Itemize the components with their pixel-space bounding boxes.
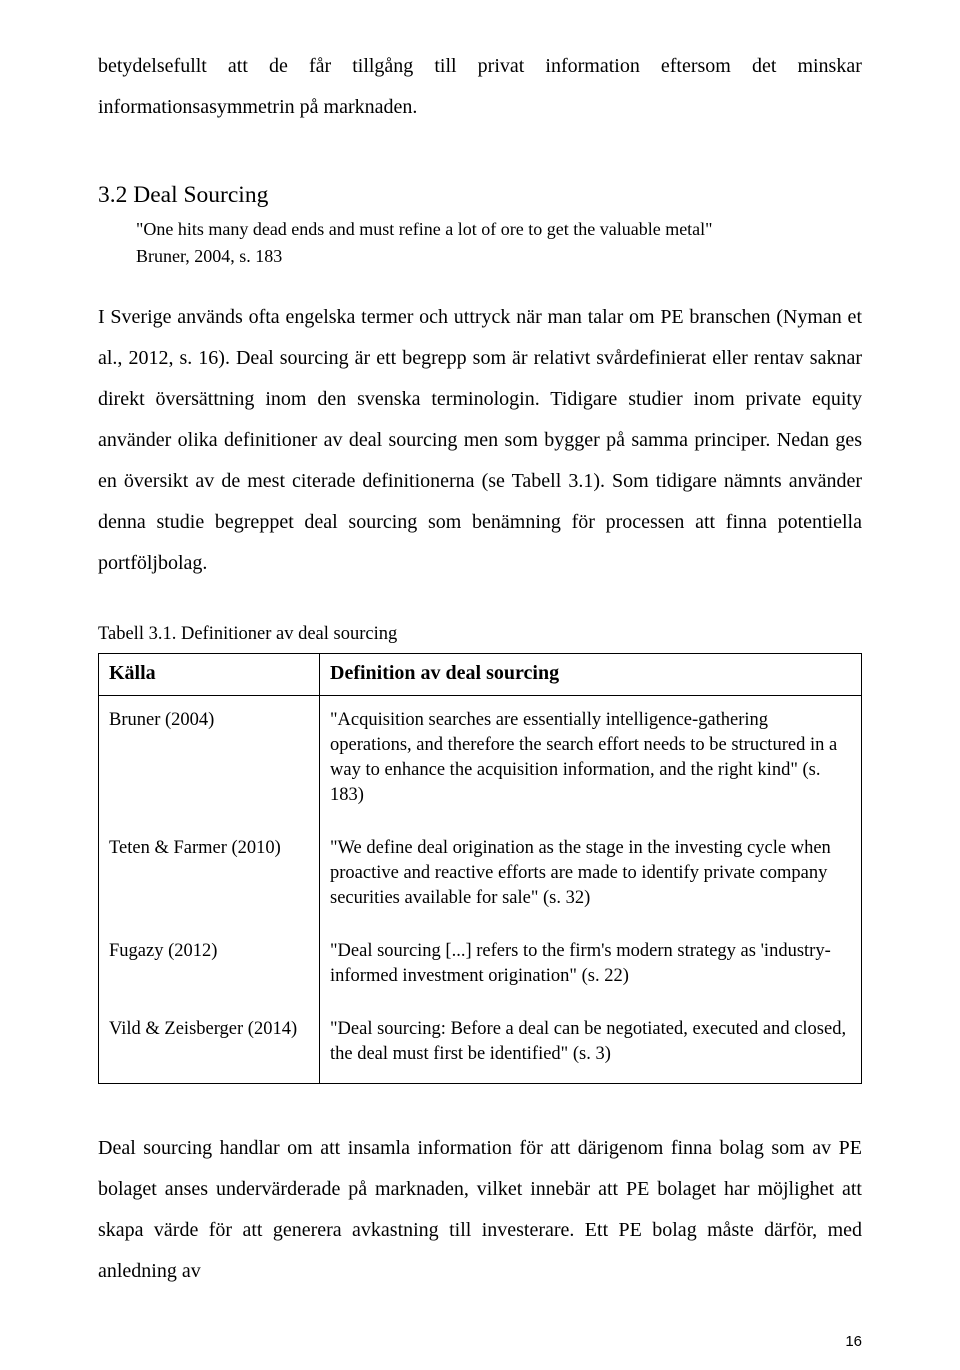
table-cell-definition: "Deal sourcing [...] refers to the firm'…	[320, 927, 862, 1005]
table-cell-source: Vild & Zeisberger (2014)	[99, 1005, 320, 1083]
table-header-source: Källa	[99, 653, 320, 695]
section-quote: "One hits many dead ends and must refine…	[136, 217, 862, 242]
paragraph-2: I Sverige används ofta engelska termer o…	[98, 297, 862, 584]
page-number: 16	[845, 1333, 862, 1350]
table-row: Fugazy (2012) "Deal sourcing [...] refer…	[99, 927, 862, 1005]
section-heading: 3.2 Deal Sourcing	[98, 180, 862, 211]
table-caption: Tabell 3.1. Definitioner av deal sourcin…	[98, 624, 862, 645]
section-quote-citation: Bruner, 2004, s. 183	[136, 244, 862, 269]
intro-line-2: informationsasymmetrin på marknaden.	[98, 87, 862, 128]
table-cell-source: Fugazy (2012)	[99, 927, 320, 1005]
table-row: Teten & Farmer (2010) "We define deal or…	[99, 824, 862, 927]
table-cell-source: Teten & Farmer (2010)	[99, 824, 320, 927]
table-row: Vild & Zeisberger (2014) "Deal sourcing:…	[99, 1005, 862, 1083]
paragraph-3: Deal sourcing handlar om att insamla inf…	[98, 1128, 862, 1292]
definitions-table: Källa Definition av deal sourcing Bruner…	[98, 653, 862, 1084]
table-row: Bruner (2004) "Acquisition searches are …	[99, 695, 862, 823]
table-cell-source: Bruner (2004)	[99, 695, 320, 823]
table-cell-definition: "We define deal origination as the stage…	[320, 824, 862, 927]
table-header-definition: Definition av deal sourcing	[320, 653, 862, 695]
table-cell-definition: "Acquisition searches are essentially in…	[320, 695, 862, 823]
intro-line-1: betydelsefullt att de får tillgång till …	[98, 46, 862, 87]
table-header-row: Källa Definition av deal sourcing	[99, 653, 862, 695]
table-cell-definition: "Deal sourcing: Before a deal can be neg…	[320, 1005, 862, 1083]
